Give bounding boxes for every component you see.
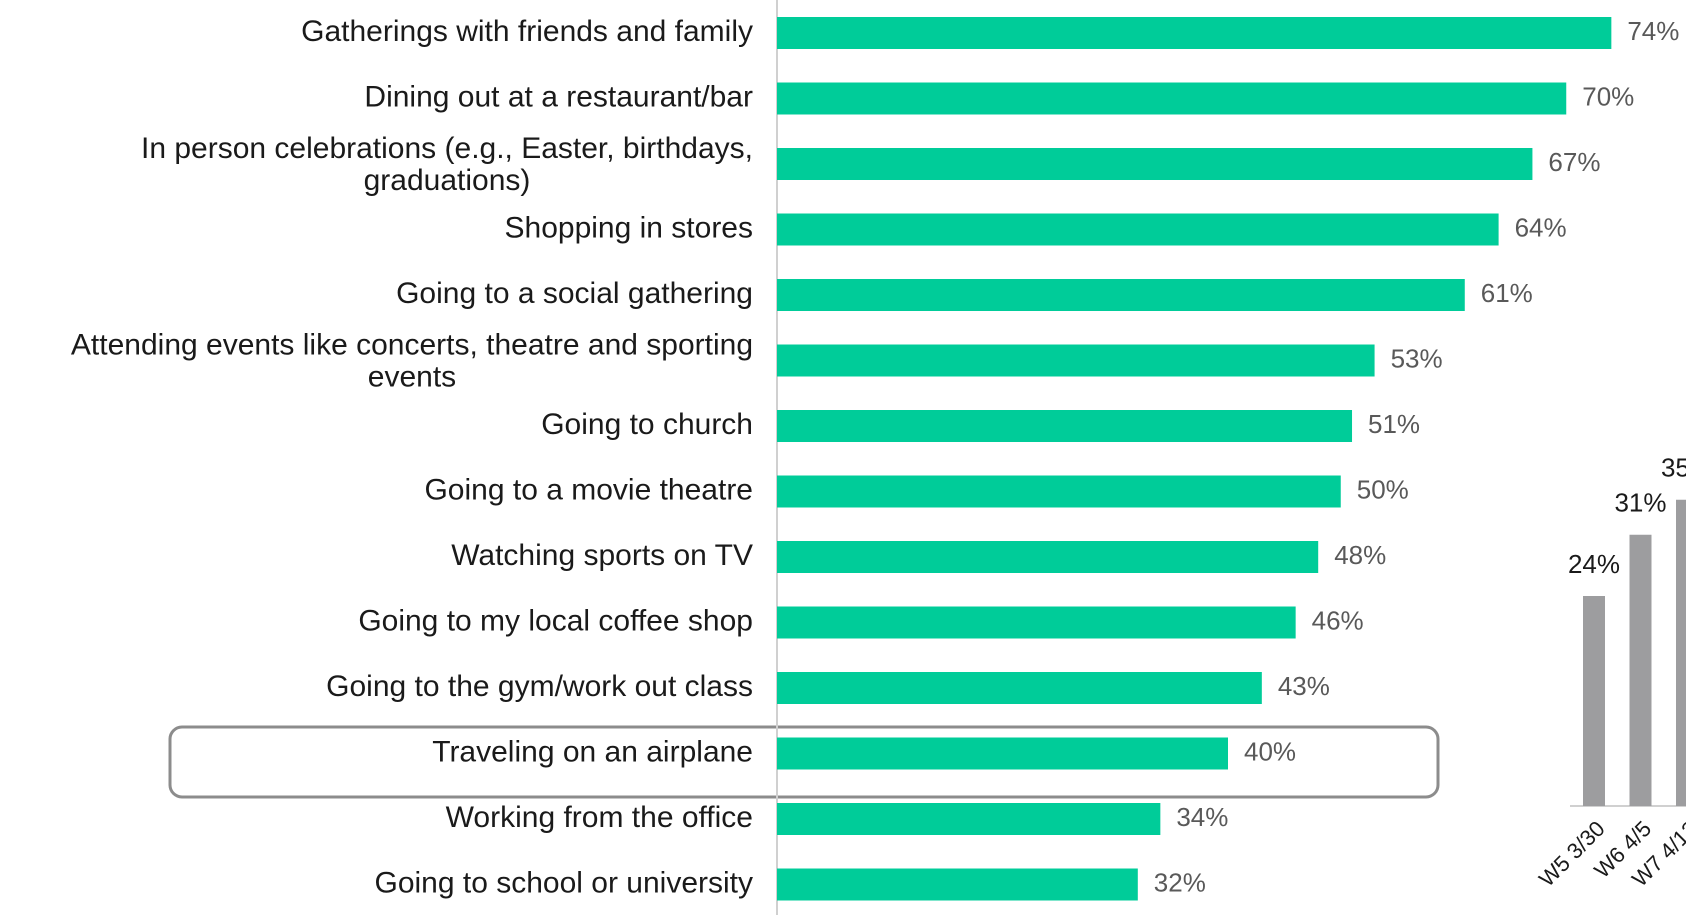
value-label: 74%	[1627, 16, 1679, 46]
bar	[777, 803, 1161, 835]
value-label: 51%	[1368, 409, 1420, 439]
category-label: Going to church	[541, 408, 753, 441]
category-label: Working from the office	[446, 801, 753, 834]
value-label: 31%	[1614, 488, 1666, 518]
bar	[1583, 596, 1605, 806]
category-label: Going to the gym/work out class	[326, 670, 753, 703]
value-label: 40%	[1244, 736, 1296, 766]
category-label: In person celebrations (e.g., Easter, bi…	[141, 132, 753, 197]
category-label: Traveling on an airplane	[432, 735, 753, 768]
value-label: 34%	[1176, 802, 1228, 832]
value-label: 24%	[1568, 549, 1620, 579]
value-label: 67%	[1548, 147, 1600, 177]
value-label: 35%	[1661, 453, 1686, 483]
bar	[777, 672, 1262, 704]
bar	[777, 279, 1465, 311]
category-label: Gatherings with friends and family	[301, 15, 753, 48]
highlight-box	[168, 725, 1440, 799]
value-label: 64%	[1515, 212, 1567, 242]
value-label: 61%	[1481, 278, 1533, 308]
value-label: 50%	[1357, 474, 1409, 504]
value-label: 43%	[1278, 671, 1330, 701]
category-label: Going to school or university	[374, 866, 753, 899]
bar	[777, 17, 1612, 49]
bar	[777, 541, 1319, 573]
value-label: 48%	[1334, 540, 1386, 570]
value-label: 53%	[1391, 343, 1443, 373]
category-label: Going to a social gathering	[396, 277, 753, 310]
category-label: Dining out at a restaurant/bar	[364, 80, 753, 113]
category-label: Watching sports on TV	[451, 539, 753, 572]
bar	[1629, 534, 1652, 806]
value-label: 46%	[1312, 605, 1364, 635]
category-label: Going to my local coffee shop	[358, 604, 753, 637]
bar	[777, 82, 1567, 115]
bar	[1676, 499, 1686, 806]
category-label: Attending events like concerts, theatre …	[71, 328, 753, 393]
value-label: 70%	[1582, 81, 1634, 111]
bar	[777, 737, 1228, 770]
value-label: 32%	[1154, 867, 1206, 897]
bar	[777, 148, 1533, 180]
bar	[777, 344, 1375, 377]
x-tick-label: W5 3/30	[1534, 816, 1610, 892]
bar	[777, 475, 1341, 508]
category-label: Going to a movie theatre	[424, 473, 753, 506]
category-label: Shopping in stores	[505, 211, 754, 244]
bar	[777, 213, 1499, 246]
bar	[777, 410, 1353, 442]
bar	[777, 606, 1296, 639]
bar	[777, 868, 1138, 901]
